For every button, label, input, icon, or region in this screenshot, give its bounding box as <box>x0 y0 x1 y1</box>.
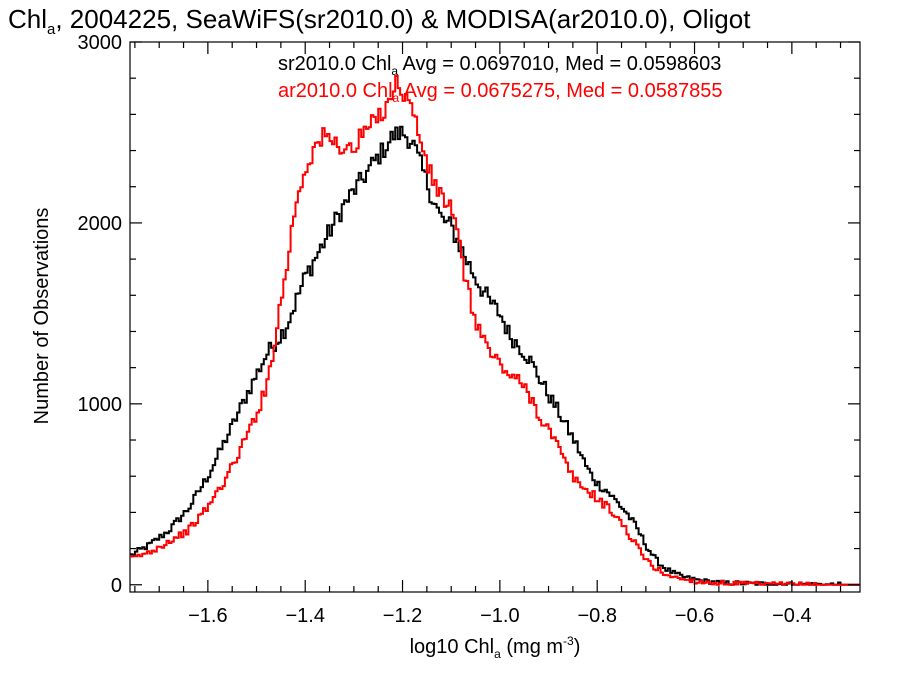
x-tick-label: −1.4 <box>285 605 324 627</box>
x-tick-label: −1.0 <box>480 605 519 627</box>
x-tick-label: −0.8 <box>577 605 616 627</box>
x-tick-label: −0.4 <box>772 605 811 627</box>
y-tick-label: 3000 <box>78 32 123 54</box>
legend-sr2010: sr2010.0 Chla Avg = 0.0697010, Med = 0.0… <box>278 53 721 78</box>
legend-ar2010: ar2010.0 Chla Avg = 0.0675275, Med = 0.0… <box>278 80 722 105</box>
plot-frame <box>129 41 861 593</box>
y-tick-label: 2000 <box>78 213 123 235</box>
x-tick-label: −1.6 <box>188 605 227 627</box>
x-axis-label: log10 Chla (mg m-3) <box>410 634 581 661</box>
y-axis-label: Number of Observations <box>31 208 53 425</box>
series-line-sr2010.0 <box>130 125 860 586</box>
chart-title: Chla, 2004225, SeaWiFS(sr2010.0) & MODIS… <box>8 4 751 39</box>
x-tick-label: −0.6 <box>675 605 714 627</box>
y-tick-label: 1000 <box>78 394 123 416</box>
x-tick-label: −1.2 <box>383 605 422 627</box>
y-tick-label: 0 <box>111 575 122 597</box>
series-line-ar2010.0 <box>130 75 860 586</box>
